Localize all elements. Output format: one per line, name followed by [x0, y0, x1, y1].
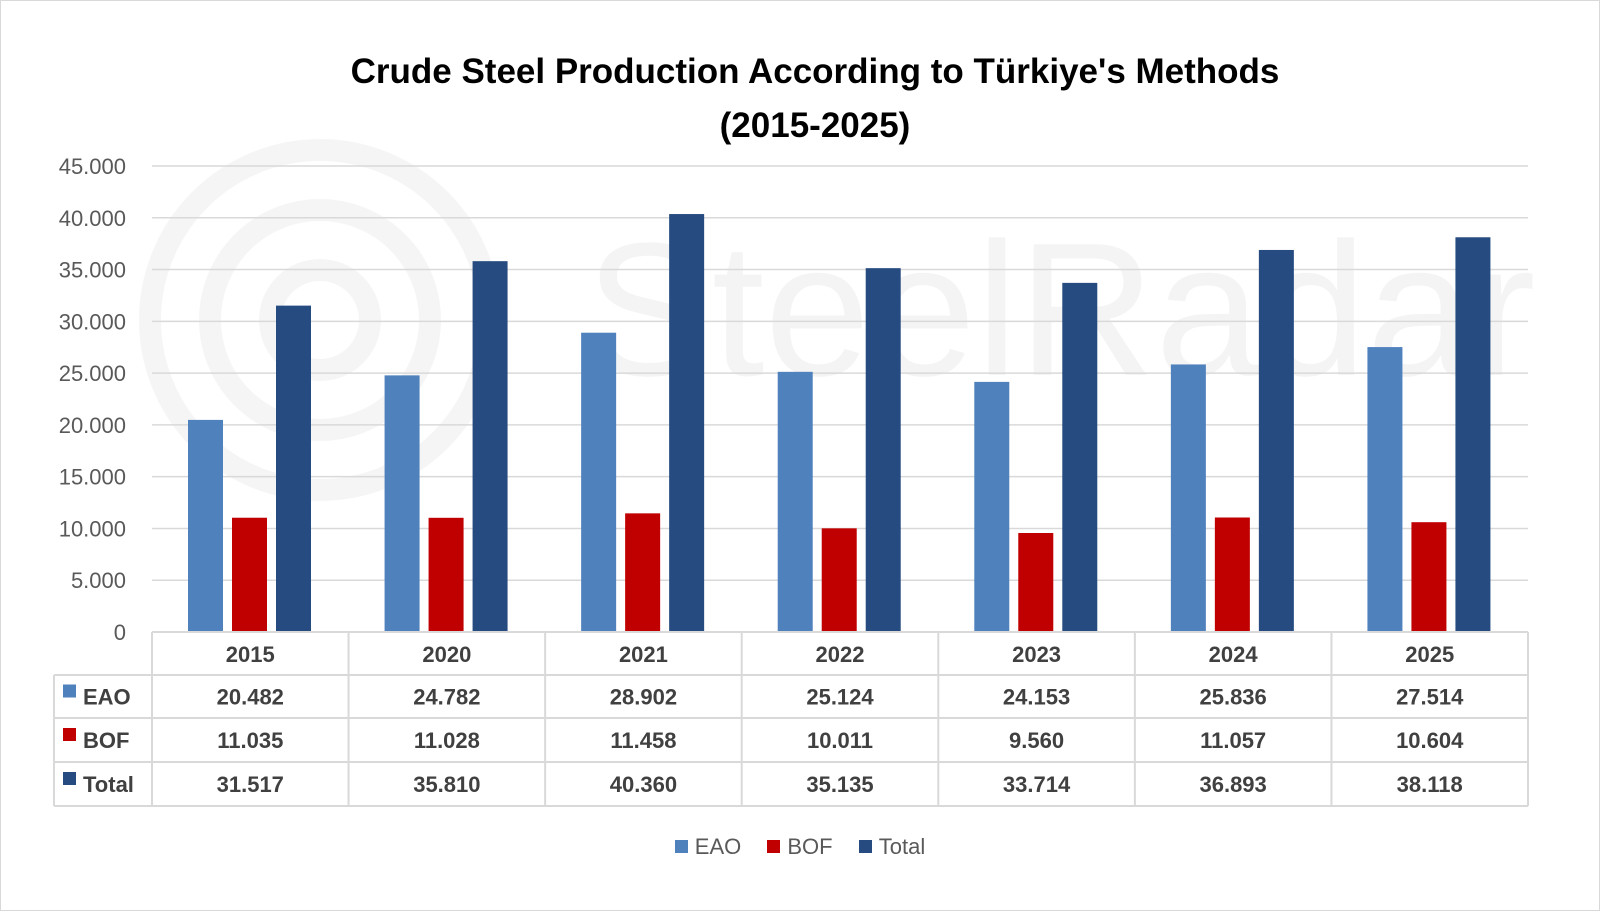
- bar-total-2023: [1062, 282, 1098, 632]
- y-tick-label: 15.000: [59, 465, 126, 490]
- table-cell: 35.135: [806, 772, 873, 797]
- table-cell: 20.482: [217, 685, 284, 710]
- legend-item-total: Total: [858, 833, 926, 860]
- table-cell: 31.517: [217, 772, 284, 797]
- y-tick-label: 35.000: [59, 258, 126, 283]
- table-legend-key-bof: [63, 728, 76, 741]
- table-header-year: 2021: [619, 642, 668, 667]
- table-cell: 35.810: [413, 772, 480, 797]
- bar-bof-2021: [625, 513, 661, 632]
- legend-label-bof: BOF: [787, 833, 833, 859]
- table-cell: 27.514: [1396, 685, 1464, 710]
- table-cell: 11.035: [217, 728, 283, 753]
- table-cell: 24.782: [413, 685, 480, 710]
- table-cell: 33.714: [1003, 772, 1071, 797]
- y-tick-label: 30.000: [59, 309, 126, 334]
- legend-item-eao: EAO: [674, 833, 742, 860]
- table-header-year: 2024: [1209, 642, 1259, 667]
- bar-bof-2024: [1214, 517, 1250, 632]
- legend-swatch-bof: [767, 840, 781, 853]
- y-tick-label: 45.000: [59, 154, 126, 179]
- legend-swatch-eao: [674, 840, 688, 853]
- table-cell: 38.118: [1397, 772, 1463, 797]
- bar-bof-2025: [1411, 522, 1447, 632]
- y-tick-label: 20.000: [59, 413, 126, 438]
- bar-eao-2023: [974, 381, 1010, 632]
- table-cell: 11.458: [610, 728, 676, 753]
- bar-eao-2015: [188, 419, 223, 632]
- legend-item-bof: BOF: [767, 833, 833, 860]
- table-cell: 24.153: [1003, 685, 1070, 710]
- y-tick-label: 5.000: [71, 568, 126, 593]
- bar-bof-2022: [821, 528, 857, 632]
- table-header-year: 2020: [422, 642, 471, 667]
- table-header-year: 2025: [1405, 642, 1454, 667]
- table-row-label: BOF: [83, 728, 129, 753]
- bar-eao-2021: [581, 332, 617, 632]
- legend: EAO BOF Total: [0, 833, 1600, 860]
- bar-eao-2022: [777, 371, 813, 632]
- y-tick-label: 0: [114, 620, 126, 645]
- table-cell: 10.011: [807, 728, 873, 753]
- bar-total-2024: [1258, 249, 1294, 632]
- table-row-label: Total: [83, 772, 134, 797]
- table-cell: 36.893: [1199, 772, 1266, 797]
- legend-label-total: Total: [878, 833, 926, 859]
- table-header-year: 2022: [816, 642, 865, 667]
- table-legend-key-eao: [63, 684, 76, 698]
- bar-total-2021: [669, 214, 705, 632]
- bar-eao-2020: [384, 375, 420, 632]
- y-tick-label: 40.000: [59, 206, 126, 231]
- y-tick-label: 25.000: [59, 361, 126, 386]
- bar-total-2025: [1455, 237, 1491, 632]
- table-cell: 28.902: [610, 685, 677, 710]
- legend-label-eao: EAO: [694, 833, 742, 859]
- table-cell: 9.560: [1009, 728, 1064, 753]
- bar-bof-2020: [428, 517, 464, 632]
- table-row-label: EAO: [83, 685, 131, 710]
- table-cell: 40.360: [610, 772, 677, 797]
- bar-eao-2025: [1367, 347, 1403, 632]
- table-cell: 25.124: [806, 685, 874, 710]
- chart-subtitle: (2015-2025): [719, 106, 911, 145]
- table-header-year: 2015: [226, 642, 275, 667]
- table-legend-key-total: [63, 772, 76, 785]
- bar-bof-2015: [232, 517, 267, 632]
- table-cell: 25.836: [1199, 685, 1266, 710]
- table-cell: 11.028: [414, 728, 480, 753]
- bar-total-2020: [472, 261, 508, 632]
- table-cell: 11.057: [1200, 728, 1266, 753]
- bar-total-2022: [865, 268, 901, 632]
- watermark-logo-ring: [199, 199, 441, 441]
- chart-title: Crude Steel Production According to Türk…: [350, 52, 1280, 91]
- table-cell: 10.604: [1396, 728, 1464, 753]
- y-tick-label: 10.000: [59, 516, 126, 541]
- bar-eao-2024: [1170, 364, 1206, 632]
- legend-swatch-total: [858, 840, 872, 853]
- bar-total-2015: [276, 305, 311, 632]
- bar-bof-2023: [1018, 533, 1054, 632]
- table-header-year: 2023: [1012, 642, 1061, 667]
